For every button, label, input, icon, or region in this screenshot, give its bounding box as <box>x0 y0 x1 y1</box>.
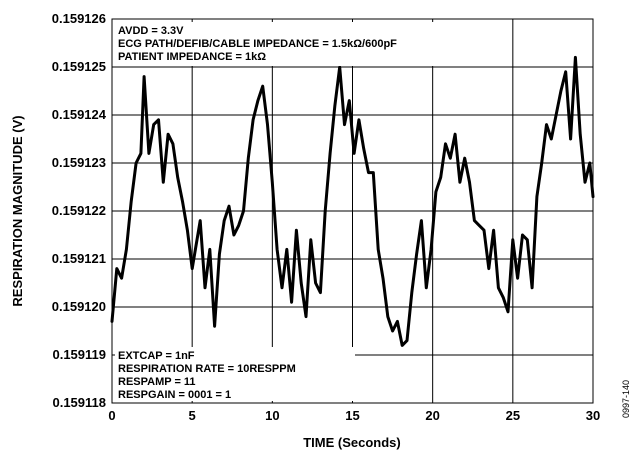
annotation-extcap: EXTCAP = 1nF <box>118 350 195 362</box>
bottom-annotation-backdrop <box>115 347 355 401</box>
y-tick-label: 0.159118 <box>52 395 106 410</box>
annotation-respamp: RESPAMP = 11 <box>118 376 196 388</box>
y-tick-label: 0.159122 <box>52 203 106 218</box>
y-tick-label: 0.159119 <box>52 347 106 362</box>
y-tick-labels: 0.159118 0.159119 0.159120 0.159121 0.159122… <box>52 11 107 410</box>
x-tick-label: 15 <box>345 408 359 423</box>
x-tick-label: 20 <box>425 408 439 423</box>
x-tick-labels: 0 5 10 15 20 25 30 <box>108 408 600 423</box>
x-tick-label: 5 <box>189 408 196 423</box>
x-axis-title: TIME (Seconds) <box>303 435 401 450</box>
x-tick-label: 25 <box>506 408 520 423</box>
y-tick-label: 0.159120 <box>52 299 106 314</box>
y-tick-label: 0.159121 <box>52 251 106 266</box>
figure-id: 0997-140 <box>621 380 631 418</box>
x-tick-label: 0 <box>108 408 115 423</box>
annotation-cable-impedance: ECG PATH/DEFIB/CABLE IMPEDANCE = 1.5kΩ/6… <box>118 38 397 50</box>
annotation-respgain: RESPGAIN = 0001 = 1 <box>118 389 231 401</box>
grid <box>112 19 593 403</box>
x-tick-label: 30 <box>586 408 600 423</box>
y-axis-title: RESPIRATION MAGNITUDE (V) <box>10 115 25 306</box>
annotation-respiration-rate: RESPIRATION RATE = 10RESPPM <box>118 363 296 375</box>
respiration-trace <box>110 55 595 347</box>
top-annotation-backdrop <box>115 22 460 66</box>
annotation-patient-impedance: PATIENT IMPEDANCE = 1kΩ <box>118 51 266 63</box>
y-tick-label: 0.159124 <box>52 107 107 122</box>
annotation-avdd: AVDD = 3.3V <box>118 25 184 37</box>
y-tick-label: 0.159123 <box>52 155 106 170</box>
x-tick-label: 10 <box>265 408 279 423</box>
y-tick-label: 0.159126 <box>52 11 106 26</box>
y-tick-label: 0.159125 <box>52 59 106 74</box>
